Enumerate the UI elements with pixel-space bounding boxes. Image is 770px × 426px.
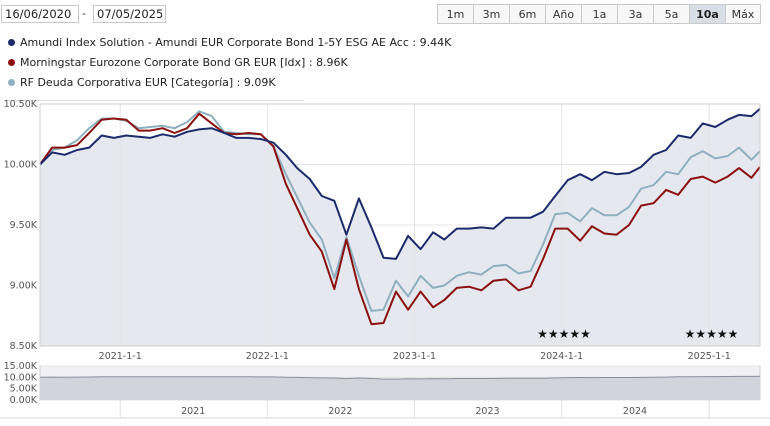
x-tick-label: 2023-1-1 (393, 351, 436, 362)
rating-stars: ★★★★★ (685, 327, 739, 341)
chart-legend: Amundi Index Solution - Amundi EUR Corpo… (8, 33, 451, 93)
navigator-y-tick-label: 15.00K (4, 361, 38, 372)
period-button-1m[interactable]: 1m (437, 4, 474, 24)
legend-series-3-value: 9.09K (243, 76, 276, 89)
series-1-area (40, 108, 760, 346)
period-selector: 1m 3m 6m Año 1a 3a 5a 10a Máx (437, 4, 761, 24)
period-button-5y[interactable]: 5a (653, 4, 690, 24)
legend-item-series-2[interactable]: Morningstar Eurozone Corporate Bond GR E… (8, 53, 451, 73)
legend-item-series-3[interactable]: RF Deuda Corporativa EUR [Categoría] : 9… (8, 73, 451, 93)
x-tick-label: 2021-1-1 (99, 351, 142, 362)
legend-marker-series-3 (8, 78, 15, 86)
x-tick-label: 2025-1-1 (688, 351, 731, 362)
legend-series-1-value: 9.44K (419, 36, 452, 49)
y-tick-label: 10.00K (4, 160, 38, 171)
navigator-line (39, 375, 761, 380)
legend-divider (4, 100, 304, 101)
legend-series-3-name: RF Deuda Corporativa EUR [Categoría] (20, 76, 234, 89)
series-1-line (39, 108, 761, 260)
plot-border (39, 103, 761, 347)
rating-stars: ★★★★★ (537, 327, 591, 341)
legend-series-1-name: Amundi Index Solution - Amundi EUR Corpo… (20, 36, 409, 49)
legend-marker-series-2 (8, 58, 15, 66)
legend-series-2-name: Morningstar Eurozone Corporate Bond GR E… (20, 56, 306, 69)
series-3-line (39, 110, 761, 312)
y-tick-label: 9.50K (10, 220, 38, 231)
navigator-y-tick-label: 0.00K (10, 395, 38, 406)
legend-item-series-1[interactable]: Amundi Index Solution - Amundi EUR Corpo… (8, 33, 451, 53)
x-tick-label: 2022-1-1 (246, 351, 289, 362)
navigator-x-tick-label: 2021 (181, 406, 205, 417)
x-tick-label: 2024-1-1 (540, 351, 583, 362)
legend-series-2-value: 8.96K (316, 56, 348, 69)
navigator-x-tick-label: 2023 (475, 406, 499, 417)
period-button-6m[interactable]: 6m (509, 4, 546, 24)
navigator-area (40, 376, 760, 400)
navigator-x-tick-label: 2024 (623, 406, 647, 417)
navigator-y-tick-label: 10.00K (4, 372, 38, 383)
legend-marker-series-1 (8, 38, 15, 46)
period-button-ytd[interactable]: Año (545, 4, 582, 24)
date-range-from-input[interactable] (1, 5, 79, 23)
date-range-separator: - (82, 7, 86, 20)
date-range-to-input[interactable] (93, 5, 166, 23)
y-tick-label: 9.00K (10, 281, 38, 292)
y-tick-label: 10.50K (4, 99, 38, 110)
period-button-max[interactable]: Máx (725, 4, 761, 24)
period-button-10y[interactable]: 10a (689, 4, 726, 24)
y-tick-label: 8.50K (10, 341, 38, 352)
navigator-y-tick-label: 5.00K (10, 384, 38, 395)
series-2-line (39, 112, 761, 326)
navigator-x-tick-label: 2022 (328, 406, 352, 417)
period-button-3y[interactable]: 3a (617, 4, 654, 24)
